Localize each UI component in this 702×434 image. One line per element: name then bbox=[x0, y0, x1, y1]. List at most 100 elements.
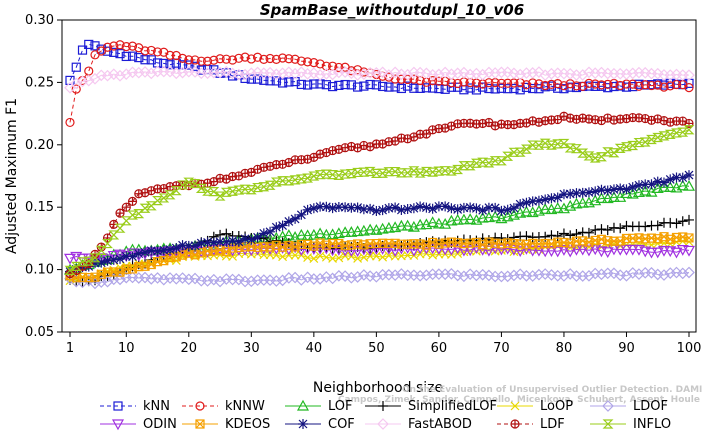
data-point bbox=[464, 161, 476, 171]
data-point bbox=[396, 74, 406, 84]
data-point bbox=[496, 78, 507, 88]
data-point bbox=[651, 247, 664, 259]
data-point bbox=[84, 66, 94, 76]
data-point bbox=[140, 46, 150, 56]
data-point bbox=[353, 82, 363, 92]
data-point bbox=[614, 143, 626, 153]
data-point bbox=[309, 79, 319, 89]
data-point bbox=[496, 205, 507, 216]
legend-item: LDOF bbox=[590, 399, 668, 414]
data-point bbox=[439, 66, 452, 79]
data-point bbox=[683, 69, 695, 81]
data-point bbox=[395, 168, 407, 178]
data-point bbox=[620, 187, 633, 199]
data-point bbox=[277, 53, 288, 63]
data-point bbox=[546, 79, 557, 89]
data-point bbox=[70, 77, 83, 90]
data-point bbox=[420, 269, 433, 282]
data-point bbox=[321, 80, 331, 90]
x-tick-label: 70 bbox=[493, 341, 510, 356]
legend-label: LoOP bbox=[540, 399, 573, 414]
data-point bbox=[189, 272, 201, 285]
data-point bbox=[382, 221, 395, 233]
data-point bbox=[296, 79, 306, 90]
data-point bbox=[551, 202, 564, 213]
data-point bbox=[465, 202, 476, 213]
legend-marker bbox=[113, 401, 123, 411]
data-point bbox=[577, 187, 588, 198]
data-point bbox=[76, 75, 89, 88]
data-point bbox=[83, 256, 95, 266]
data-point bbox=[351, 69, 364, 81]
data-point bbox=[439, 244, 452, 256]
data-point bbox=[326, 272, 339, 285]
data-point bbox=[664, 181, 677, 192]
data-point bbox=[389, 269, 401, 282]
data-point bbox=[401, 219, 414, 231]
data-point bbox=[427, 203, 438, 214]
data-point bbox=[433, 68, 445, 81]
data-point bbox=[496, 83, 507, 93]
data-point bbox=[521, 82, 532, 93]
data-point bbox=[270, 68, 283, 81]
data-point bbox=[352, 202, 363, 213]
data-point bbox=[290, 76, 300, 87]
data-point bbox=[227, 235, 238, 246]
data-point bbox=[82, 274, 95, 287]
data-point bbox=[415, 201, 426, 212]
data-point bbox=[345, 67, 358, 80]
data-point bbox=[682, 245, 696, 257]
data-point bbox=[127, 196, 138, 206]
data-point bbox=[132, 272, 145, 284]
data-point bbox=[140, 55, 150, 65]
data-point bbox=[652, 132, 664, 143]
legend-marker bbox=[195, 419, 205, 429]
legend-label: COF bbox=[328, 417, 355, 432]
data-point bbox=[221, 236, 232, 247]
data-point bbox=[346, 202, 357, 213]
data-point bbox=[107, 68, 120, 81]
data-point bbox=[621, 142, 632, 152]
data-point bbox=[515, 199, 526, 210]
data-point bbox=[445, 244, 458, 256]
data-point bbox=[640, 221, 651, 232]
chart-title: SpamBase_withoutdupl_10_v06 bbox=[260, 1, 524, 19]
data-point bbox=[627, 182, 638, 193]
x-axis-label: Neighborhood size bbox=[313, 380, 443, 396]
data-point bbox=[614, 191, 627, 202]
data-point bbox=[659, 82, 669, 92]
data-point bbox=[626, 244, 639, 256]
data-point bbox=[496, 232, 507, 243]
data-point bbox=[409, 74, 419, 84]
data-point bbox=[471, 85, 482, 95]
data-point bbox=[601, 247, 614, 259]
data-point bbox=[208, 187, 220, 197]
data-point bbox=[376, 244, 389, 255]
data-point bbox=[358, 204, 369, 215]
data-point bbox=[196, 238, 207, 249]
data-point bbox=[477, 157, 489, 167]
data-point bbox=[259, 54, 269, 64]
data-point bbox=[184, 55, 194, 65]
data-point bbox=[283, 216, 294, 227]
data-point bbox=[259, 75, 269, 85]
data-point bbox=[245, 185, 257, 195]
x-tick-label: 100 bbox=[677, 341, 702, 356]
data-point bbox=[351, 246, 364, 258]
series-inflo bbox=[64, 125, 695, 275]
data-point bbox=[333, 201, 344, 212]
data-point bbox=[246, 54, 256, 64]
data-point bbox=[327, 170, 339, 180]
data-point bbox=[395, 219, 408, 231]
data-point bbox=[201, 275, 214, 287]
data-point bbox=[340, 202, 351, 213]
data-point bbox=[352, 167, 364, 178]
data-point bbox=[489, 210, 502, 222]
data-point bbox=[621, 79, 632, 89]
data-point bbox=[359, 81, 369, 91]
data-point bbox=[565, 188, 576, 199]
data-point bbox=[108, 230, 120, 240]
credit-text-line1: On the Evaluation of Unsupervised Outlie… bbox=[402, 385, 702, 395]
data-point bbox=[395, 268, 408, 280]
data-point bbox=[195, 183, 207, 193]
